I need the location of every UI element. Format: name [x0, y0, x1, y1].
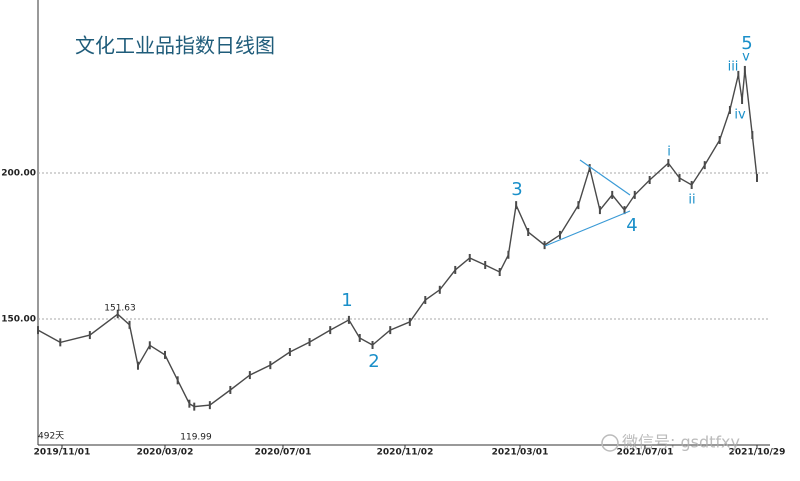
annotation: 2 — [368, 351, 379, 372]
x-tick-label: 2021/03/01 — [492, 448, 549, 458]
annotation: v — [742, 50, 750, 65]
x-tick-label: 2021/10/29 — [729, 448, 786, 458]
trend-line — [579, 159, 631, 196]
y-tick-label: 150.00 — [1, 315, 36, 325]
annotation: iv — [734, 108, 746, 123]
x-tick-label: 2020/07/01 — [255, 448, 312, 458]
watermark: 微信号: gsdtfxy — [622, 433, 740, 452]
annotation: 119.99 — [180, 433, 212, 443]
chart-title: 文化工业品指数日线图 — [75, 34, 275, 58]
x-tick-label: 2020/03/02 — [137, 448, 194, 458]
watermark-icon — [601, 434, 619, 452]
annotation: 1 — [341, 290, 352, 311]
x-tick-label: 2020/11/02 — [377, 448, 434, 458]
x-tick-label: 2021/07/01 — [617, 448, 674, 458]
annotation: 3 — [511, 179, 522, 200]
annotation: i — [667, 145, 671, 160]
annotation: 151.63 — [104, 304, 136, 314]
annotation: ii — [688, 193, 695, 208]
annotation: 4 — [626, 215, 637, 236]
annotation: 5 — [741, 33, 752, 54]
x-tick-label: 2019/11/01 — [34, 448, 91, 458]
trend-line — [544, 210, 631, 247]
annotation: iii — [728, 60, 739, 75]
y-tick-label: 200.00 — [1, 169, 36, 179]
price-line — [37, 69, 758, 408]
footnote: 492天 — [38, 432, 64, 442]
